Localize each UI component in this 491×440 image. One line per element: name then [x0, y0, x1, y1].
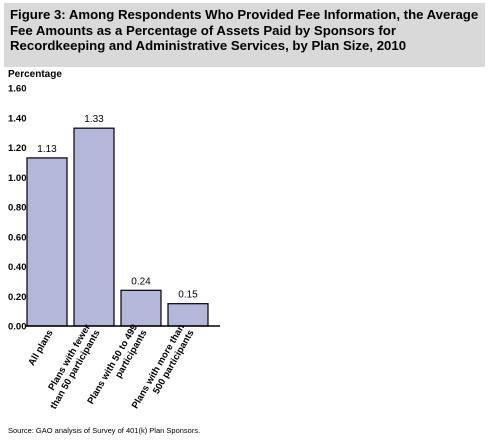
bar — [120, 289, 162, 327]
data-label: 1.13 — [37, 144, 57, 155]
source-note: Source: GAO analysis of Survey of 401(k)… — [8, 426, 201, 435]
bar — [26, 157, 68, 327]
y-tick-label: 1.20 — [8, 143, 27, 154]
data-label: 0.15 — [178, 290, 198, 301]
category-label: All plans — [26, 328, 55, 368]
title-banner: Figure 3: Among Respondents Who Provided… — [4, 3, 485, 67]
bar — [73, 127, 115, 327]
y-tick-label: 1.60 — [8, 84, 27, 95]
y-axis-label: Percentage — [8, 69, 62, 80]
y-tick-label: 0.20 — [8, 292, 27, 303]
data-label: 0.24 — [131, 276, 151, 287]
category-label-line: All plans — [26, 328, 55, 368]
bar — [167, 303, 209, 327]
y-tick-label: 1.00 — [8, 173, 27, 184]
figure-title: Figure 3: Among Respondents Who Provided… — [10, 7, 479, 53]
y-tick-label: 0.60 — [8, 232, 27, 243]
data-label: 1.33 — [84, 114, 104, 125]
bar-chart: 0.00 0.20 0.40 0.60 0.80 1.00 1.20 1.40 1.60 1.13… — [8, 84, 220, 411]
y-tick-label: 0.00 — [8, 322, 27, 333]
y-tick-label: 0.80 — [8, 203, 27, 214]
y-tick-label: 1.40 — [8, 113, 27, 124]
y-tick-label: 0.40 — [8, 262, 27, 273]
